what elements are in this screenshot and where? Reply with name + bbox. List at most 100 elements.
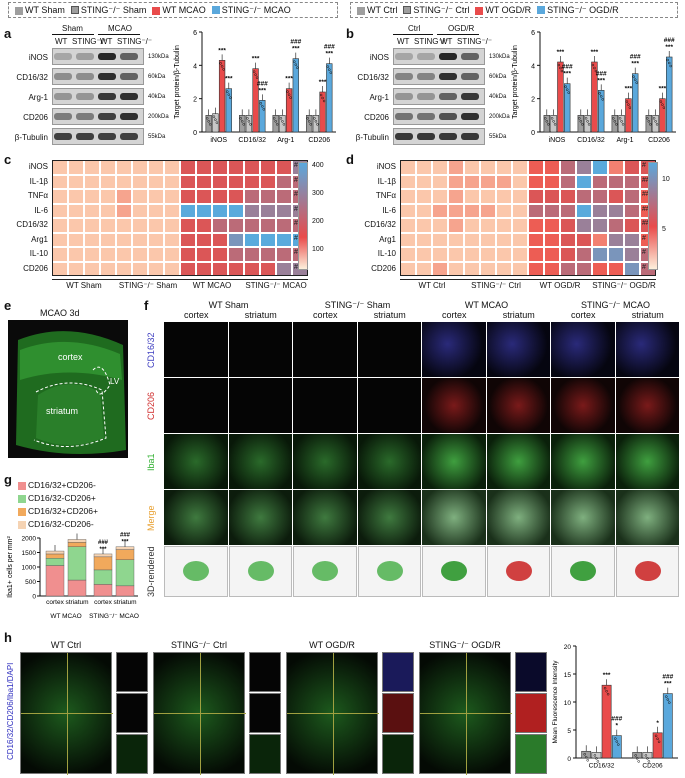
significance-mark: *** <box>259 87 267 94</box>
micrograph-tile <box>615 322 679 377</box>
heatmap-row-label: IL-1β <box>377 176 396 186</box>
confocal-image <box>286 652 379 775</box>
heatmap-cell <box>608 203 624 218</box>
data-point <box>594 69 598 73</box>
significance-mark: ### <box>290 39 301 46</box>
heatmap-cell <box>592 247 608 262</box>
protein-label: Arg-1 <box>369 93 389 102</box>
stacked-segment <box>67 542 87 547</box>
data-point <box>632 75 635 78</box>
heatmap-cell <box>528 174 544 189</box>
image-title: WT Ctrl <box>50 640 82 650</box>
column-label: striatum <box>244 310 277 320</box>
colorbar-tick-label: 400 <box>312 162 324 169</box>
heatmap-cell <box>448 247 464 262</box>
data-point <box>591 63 595 67</box>
data-point <box>307 120 311 123</box>
row-label: CD206 <box>146 392 156 421</box>
bar <box>225 88 232 133</box>
protein-label: β-Tubulin <box>355 133 389 142</box>
blot-band <box>417 73 435 80</box>
heatmap-cell <box>164 232 180 247</box>
bar-chart-a: 0 2 4 6 Target protein/β-Tubulin iNOS *** *** CD… <box>174 30 336 144</box>
heatmap-cell <box>592 218 608 233</box>
heatmap-cell <box>180 203 196 218</box>
stacked-segment <box>45 550 65 555</box>
heatmap-cell <box>528 189 544 204</box>
heatmap-cell <box>100 203 116 218</box>
micrograph-tile <box>293 378 357 433</box>
blot-band <box>54 93 72 100</box>
heatmap-cell <box>148 218 164 233</box>
heatmap-cell <box>180 218 196 233</box>
colorbar-tick-label: 10 <box>662 176 670 183</box>
heatmap-cell <box>624 232 640 247</box>
heatmap-cell <box>100 189 116 204</box>
stacked-segment <box>45 558 65 566</box>
blot-band <box>98 133 116 140</box>
data-point <box>618 117 622 120</box>
brain-label: LV <box>110 377 120 386</box>
heatmap-row-label: CD206 <box>371 263 396 273</box>
data-point <box>606 692 610 696</box>
data-point <box>294 63 298 66</box>
heatmap-cell <box>228 247 244 262</box>
y-tick-label: 0 <box>193 130 197 137</box>
kda-label: 55kDa <box>148 134 166 140</box>
micrograph-tile <box>551 490 615 545</box>
blot-band <box>76 53 94 60</box>
blot-band <box>395 113 413 120</box>
panel-e-title: MCAO 3d <box>40 308 80 318</box>
blot-band <box>417 53 435 60</box>
y-tick-label: 500 <box>25 579 36 586</box>
heatmap-cell <box>228 189 244 204</box>
rendered-cell-blob <box>183 561 209 581</box>
heatmap-cell <box>132 189 148 204</box>
micrograph-tile <box>615 378 679 433</box>
significance-mark: ### <box>257 80 268 87</box>
kda-label: 60kDa <box>148 74 166 80</box>
bar <box>252 68 259 133</box>
lane-label: STING⁻/⁻ <box>457 37 493 46</box>
data-point <box>239 117 242 120</box>
y-tick-label: 1500 <box>22 550 37 557</box>
heatmap-cell <box>432 218 448 233</box>
heatmap-cell <box>164 247 180 262</box>
column-label: cortex <box>570 310 596 320</box>
stacked-segment <box>93 569 113 585</box>
heatmap-cell <box>100 247 116 262</box>
heatmap-cell <box>244 247 260 262</box>
heatmap-cell <box>416 247 432 262</box>
data-point <box>306 117 309 120</box>
row-label: Iba1 <box>146 453 156 471</box>
micrograph-tile <box>551 434 615 489</box>
significance-mark: *** <box>631 61 639 68</box>
heatmap-cell <box>276 247 292 262</box>
heatmap-cell <box>148 174 164 189</box>
blot-band <box>120 113 138 120</box>
micrograph-tile <box>164 490 228 545</box>
panel-letter-f: f <box>144 298 149 313</box>
significance-mark: * <box>656 720 659 727</box>
heatmap-cell <box>432 232 448 247</box>
heatmap-row-label: Arg1 <box>31 234 48 244</box>
legend-item: STING⁻/⁻ Sham <box>70 5 146 16</box>
blot-band <box>461 53 479 60</box>
heatmap-cell <box>448 174 464 189</box>
micrograph-tile <box>293 434 357 489</box>
heatmap-cell <box>496 218 512 233</box>
blot-group-mcao: MCAO <box>108 24 132 33</box>
micrograph-tile <box>228 378 292 433</box>
bar <box>319 91 326 133</box>
panel-letter-d: d <box>346 152 354 167</box>
heatmap-cell <box>528 203 544 218</box>
data-point <box>652 117 656 120</box>
data-point <box>617 743 620 746</box>
blot-band <box>76 73 94 80</box>
data-point <box>252 70 256 73</box>
y-tick-label: 0 <box>567 756 571 763</box>
heatmap-mark: # <box>642 249 646 256</box>
rendered-cell-blob <box>634 561 661 581</box>
heatmap-cell <box>432 189 448 204</box>
heatmap-cell <box>260 203 276 218</box>
